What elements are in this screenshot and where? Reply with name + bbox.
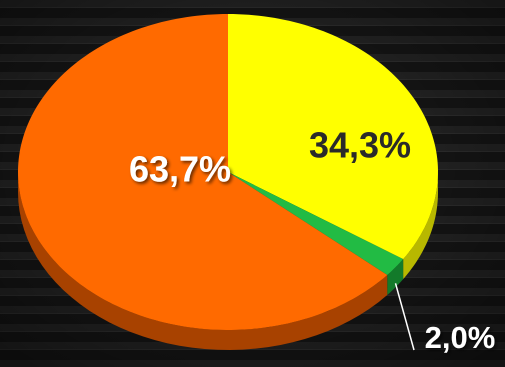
pie-label-2: 63,7% (129, 149, 231, 190)
pie-slice-0 (228, 14, 438, 260)
pie-side-0 (403, 172, 438, 280)
pie-slice-2 (18, 14, 388, 330)
pie-slices (18, 14, 438, 330)
pie-leader-line (394, 283, 415, 351)
pie-side-2 (18, 172, 388, 350)
pie-label-0: 34,3% (309, 125, 411, 166)
pie-sides (18, 172, 438, 350)
pie-labels: 34,3% 2,0% 63,7% (129, 125, 495, 356)
pie-slice-1 (228, 172, 404, 275)
pie-side-1 (387, 259, 404, 295)
pie-label-1: 2,0% (425, 320, 496, 355)
